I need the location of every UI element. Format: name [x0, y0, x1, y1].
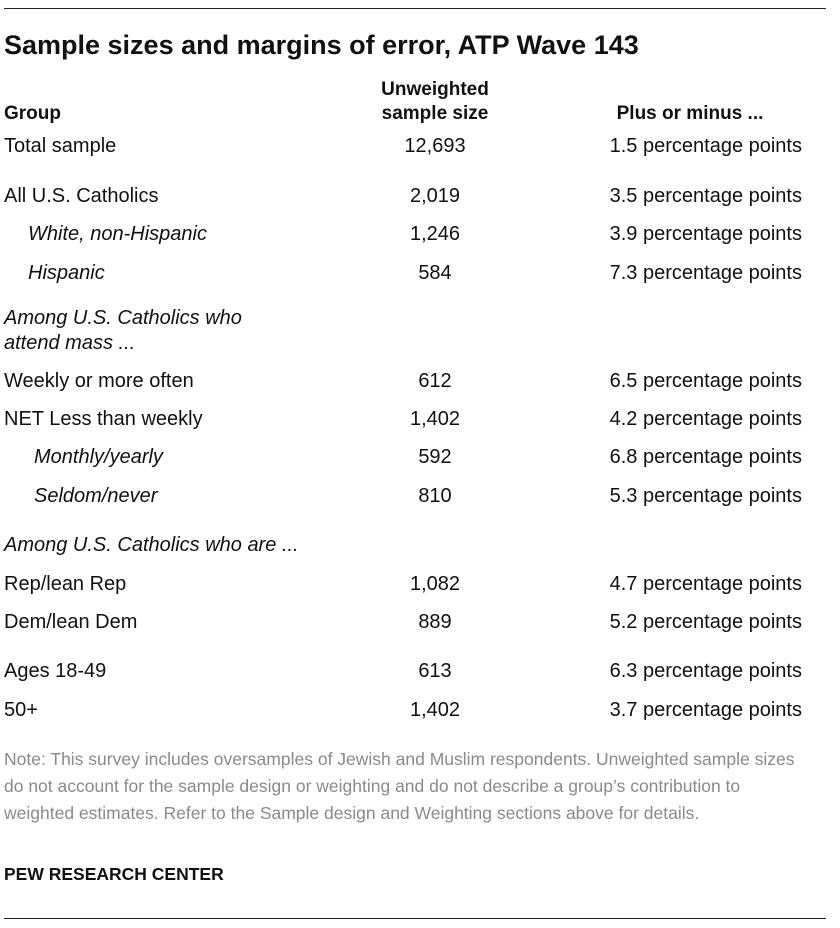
column-header-sample-size: Unweighted sample size: [350, 78, 520, 126]
subhead-mass-attendance: Among U.S. Catholics who attend mass ...: [4, 306, 304, 356]
column-header-sample-size-line1: Unweighted: [381, 79, 489, 100]
row-sample-size: 889: [418, 611, 452, 633]
row-margin-of-error: 3.5 percentage points: [609, 185, 802, 207]
source-credit: PEW RESEARCH CENTER: [4, 864, 224, 884]
table-row: Hispanic 584 7.3 percentage points: [0, 258, 840, 288]
row-sample-size: 613: [418, 660, 452, 682]
column-header-margin-of-error: Plus or minus ...: [616, 103, 764, 124]
subhead-party: Among U.S. Catholics who are ...: [4, 534, 299, 556]
table-row: Rep/lean Rep 1,082 4.7 percentage points: [0, 569, 840, 599]
column-header-group: Group: [4, 103, 61, 124]
row-margin-of-error: 4.7 percentage points: [609, 573, 802, 595]
row-label: All U.S. Catholics: [4, 185, 159, 207]
table-row: Dem/lean Dem 889 5.2 percentage points: [0, 607, 840, 637]
row-margin-of-error: 7.3 percentage points: [609, 262, 802, 284]
page-title: Sample sizes and margins of error, ATP W…: [4, 30, 639, 60]
row-margin-of-error: 5.3 percentage points: [609, 485, 802, 507]
row-label: 50+: [4, 699, 38, 721]
row-margin-of-error: 3.9 percentage points: [609, 223, 802, 245]
row-sample-size: 12,693: [404, 135, 466, 157]
table-row: Seldom/never 810 5.3 percentage points: [0, 481, 840, 511]
row-margin-of-error: 5.2 percentage points: [609, 611, 802, 633]
row-label: Hispanic: [28, 262, 105, 284]
row-sample-size: 2,019: [409, 185, 461, 207]
row-label: Monthly/yearly: [34, 446, 163, 468]
row-margin-of-error: 6.5 percentage points: [609, 370, 802, 392]
row-label: Seldom/never: [34, 485, 158, 507]
row-label: Total sample: [4, 135, 117, 157]
row-label: White, non-Hispanic: [28, 223, 207, 245]
bottom-rule: [4, 918, 826, 919]
subhead-line: attend mass ...: [4, 332, 136, 354]
row-sample-size: 1,082: [409, 573, 461, 595]
row-margin-of-error: 6.3 percentage points: [609, 660, 802, 682]
table-row: Ages 18-49 613 6.3 percentage points: [0, 656, 840, 686]
table-row: 50+ 1,402 3.7 percentage points: [0, 695, 840, 725]
row-label: Ages 18-49: [4, 660, 107, 682]
table-row: All U.S. Catholics 2,019 3.5 percentage …: [0, 181, 840, 211]
footnote: Note: This survey includes oversamples o…: [4, 749, 795, 823]
row-label: Dem/lean Dem: [4, 611, 138, 633]
row-sample-size: 584: [418, 262, 452, 284]
row-margin-of-error: 1.5 percentage points: [609, 135, 802, 157]
row-sample-size: 612: [418, 370, 452, 392]
row-margin-of-error: 6.8 percentage points: [609, 446, 802, 468]
table-row: White, non-Hispanic 1,246 3.9 percentage…: [0, 219, 840, 249]
row-margin-of-error: 3.7 percentage points: [609, 699, 802, 721]
column-header-sample-size-line2: sample size: [381, 103, 489, 124]
row-sample-size: 1,402: [409, 699, 461, 721]
row-sample-size: 1,246: [409, 223, 461, 245]
table-row: Weekly or more often 612 6.5 percentage …: [0, 366, 840, 396]
top-rule: [4, 8, 826, 9]
row-label: Weekly or more often: [4, 370, 194, 392]
table-row: NET Less than weekly 1,402 4.2 percentag…: [0, 404, 840, 434]
row-label: Rep/lean Rep: [4, 573, 127, 595]
subhead-line: Among U.S. Catholics who: [4, 307, 242, 329]
row-sample-size: 592: [418, 446, 452, 468]
row-label: NET Less than weekly: [4, 408, 203, 430]
row-sample-size: 810: [418, 485, 452, 507]
table-row: Total sample 12,693 1.5 percentage point…: [0, 131, 840, 161]
row-margin-of-error: 4.2 percentage points: [609, 408, 802, 430]
table-row: Monthly/yearly 592 6.8 percentage points: [0, 442, 840, 472]
row-sample-size: 1,402: [409, 408, 461, 430]
